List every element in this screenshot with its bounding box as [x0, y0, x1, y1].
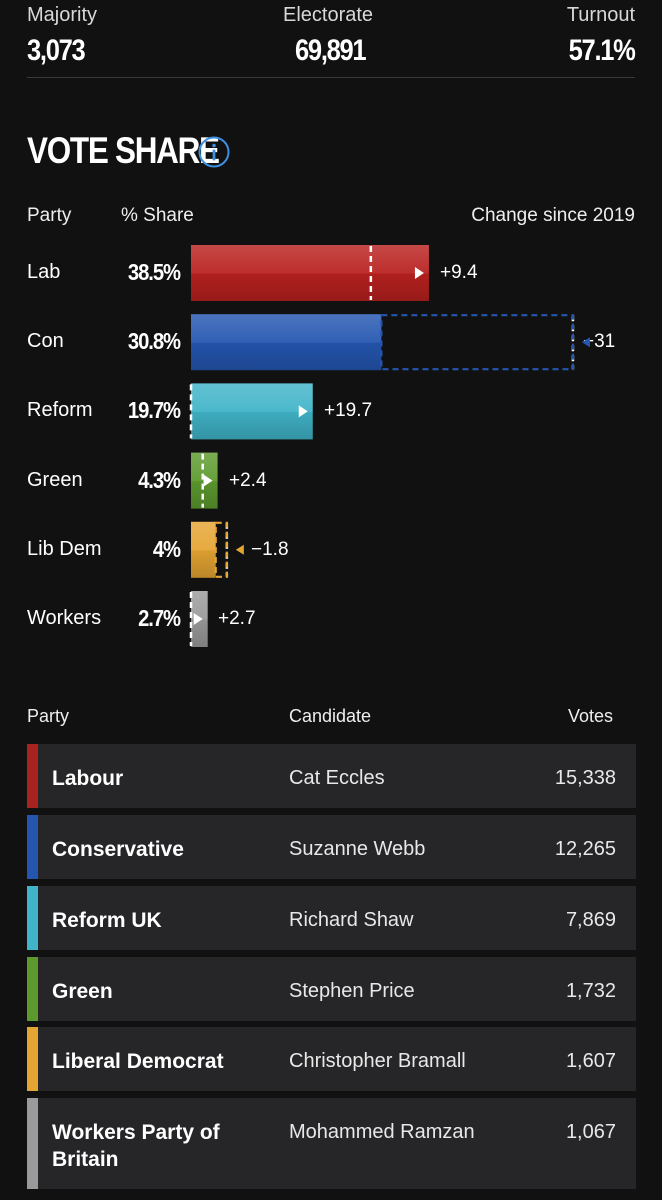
vote-share-party-lab: Lab	[27, 261, 61, 283]
party-color-stripe	[27, 815, 38, 879]
results-votes-header: Votes	[567, 706, 613, 726]
table-row: Workers Party of Britain Mohammed Ramzan…	[27, 1098, 636, 1189]
vote-share-change-lab: +9.4	[440, 262, 478, 283]
bar-gloss-reform	[191, 383, 313, 440]
table-row: Conservative Suzanne Webb 12,265	[27, 815, 636, 879]
electorate-label: Electorate	[283, 4, 374, 26]
party-name: Workers Party of Britain	[52, 1121, 220, 1171]
vote-share-change-header: Change since 2019	[471, 205, 635, 226]
candidate-name: Cat Eccles	[289, 767, 385, 789]
candidate-name: Mohammed Ramzan	[289, 1121, 475, 1143]
vote-share-value-libdem: 4%	[152, 536, 181, 562]
candidate-name: Richard Shaw	[289, 909, 414, 931]
vote-share-chart	[189, 245, 590, 647]
vote-count: 12,265	[554, 838, 616, 860]
decrease-arrow-con	[581, 337, 590, 348]
vote-share-party-header: Party	[27, 205, 72, 226]
vote-count: 1,607	[565, 1050, 616, 1072]
bar-gloss-lib-dem	[191, 521, 216, 578]
increase-arrow-workers	[193, 613, 203, 625]
table-row: Liberal Democrat Christopher Bramall 1,6…	[27, 1027, 636, 1091]
increase-arrow-green	[203, 474, 213, 487]
party-name: Conservative	[52, 838, 184, 861]
candidate-name: Stephen Price	[289, 980, 415, 1002]
party-color-stripe	[27, 957, 38, 1021]
vote-share-value-green: 4.3%	[138, 467, 181, 493]
party-color-stripe	[27, 886, 38, 950]
candidate-name: Suzanne Webb	[289, 838, 426, 860]
info-circle-icon[interactable]	[198, 136, 230, 168]
decrease-arrow-lib-dem	[235, 544, 244, 555]
vote-count: 7,869	[565, 909, 616, 931]
vote-share-change-con: −31	[583, 331, 616, 352]
vote-count: 1,067	[565, 1121, 616, 1143]
vote-share-party-con: Con	[27, 330, 64, 352]
vote-share-party-workers: Workers	[27, 607, 102, 629]
vote-count: 15,338	[554, 767, 616, 789]
vote-share-party-libdem: Lib Dem	[27, 538, 102, 560]
vote-share-change-green: +2.4	[229, 470, 267, 491]
vote-share-change-libdem: −1.8	[251, 539, 289, 560]
bar-gloss-con	[191, 314, 382, 371]
majority-label: Majority	[27, 4, 98, 26]
electorate-value: 69,891	[295, 34, 367, 67]
results-party-header: Party	[27, 706, 70, 726]
bar-gloss-lab	[191, 245, 429, 301]
party-color-stripe	[27, 744, 38, 808]
vote-share-title: VOTE SHARE	[27, 130, 220, 171]
results-candidate-header: Candidate	[289, 706, 372, 726]
stats-divider	[27, 77, 635, 78]
table-row: Green Stephen Price 1,732	[27, 957, 636, 1021]
increase-arrow-lab	[414, 267, 424, 279]
vote-share-change-reform: +19.7	[324, 400, 373, 421]
vote-share-value-reform: 19.7%	[127, 397, 181, 423]
table-row: Reform UK Richard Shaw 7,869	[27, 886, 636, 950]
table-row: Labour Cat Eccles 15,338	[27, 744, 636, 808]
lost-share-outline-con	[380, 314, 575, 371]
party-name: Liberal Democrat	[52, 1050, 224, 1073]
vote-share-value-con: 30.8%	[127, 328, 181, 354]
increase-arrow-reform	[298, 405, 308, 418]
party-color-stripe	[27, 1098, 38, 1189]
vote-share-share-header: % Share	[121, 205, 194, 226]
turnout-value: 57.1%	[569, 34, 636, 67]
vote-share-value-workers: 2.7%	[138, 605, 181, 631]
vote-share-change-workers: +2.7	[218, 608, 256, 629]
lost-share-outline-lib-dem	[214, 521, 228, 578]
vote-share-party-green: Green	[27, 469, 83, 491]
constituency-stats: Majority 3,073 Electorate 69,891 Turnout…	[0, 0, 662, 80]
party-name: Reform UK	[52, 909, 162, 932]
majority-value: 3,073	[27, 34, 86, 67]
vote-count: 1,732	[565, 980, 616, 1002]
vote-share-party-reform: Reform	[27, 399, 93, 421]
party-name: Green	[52, 980, 113, 1003]
party-color-stripe	[27, 1027, 38, 1091]
candidate-name: Christopher Bramall	[289, 1050, 466, 1072]
vote-share-value-lab: 38.5%	[127, 259, 181, 285]
turnout-label: Turnout	[566, 4, 635, 26]
party-name: Labour	[52, 767, 124, 790]
